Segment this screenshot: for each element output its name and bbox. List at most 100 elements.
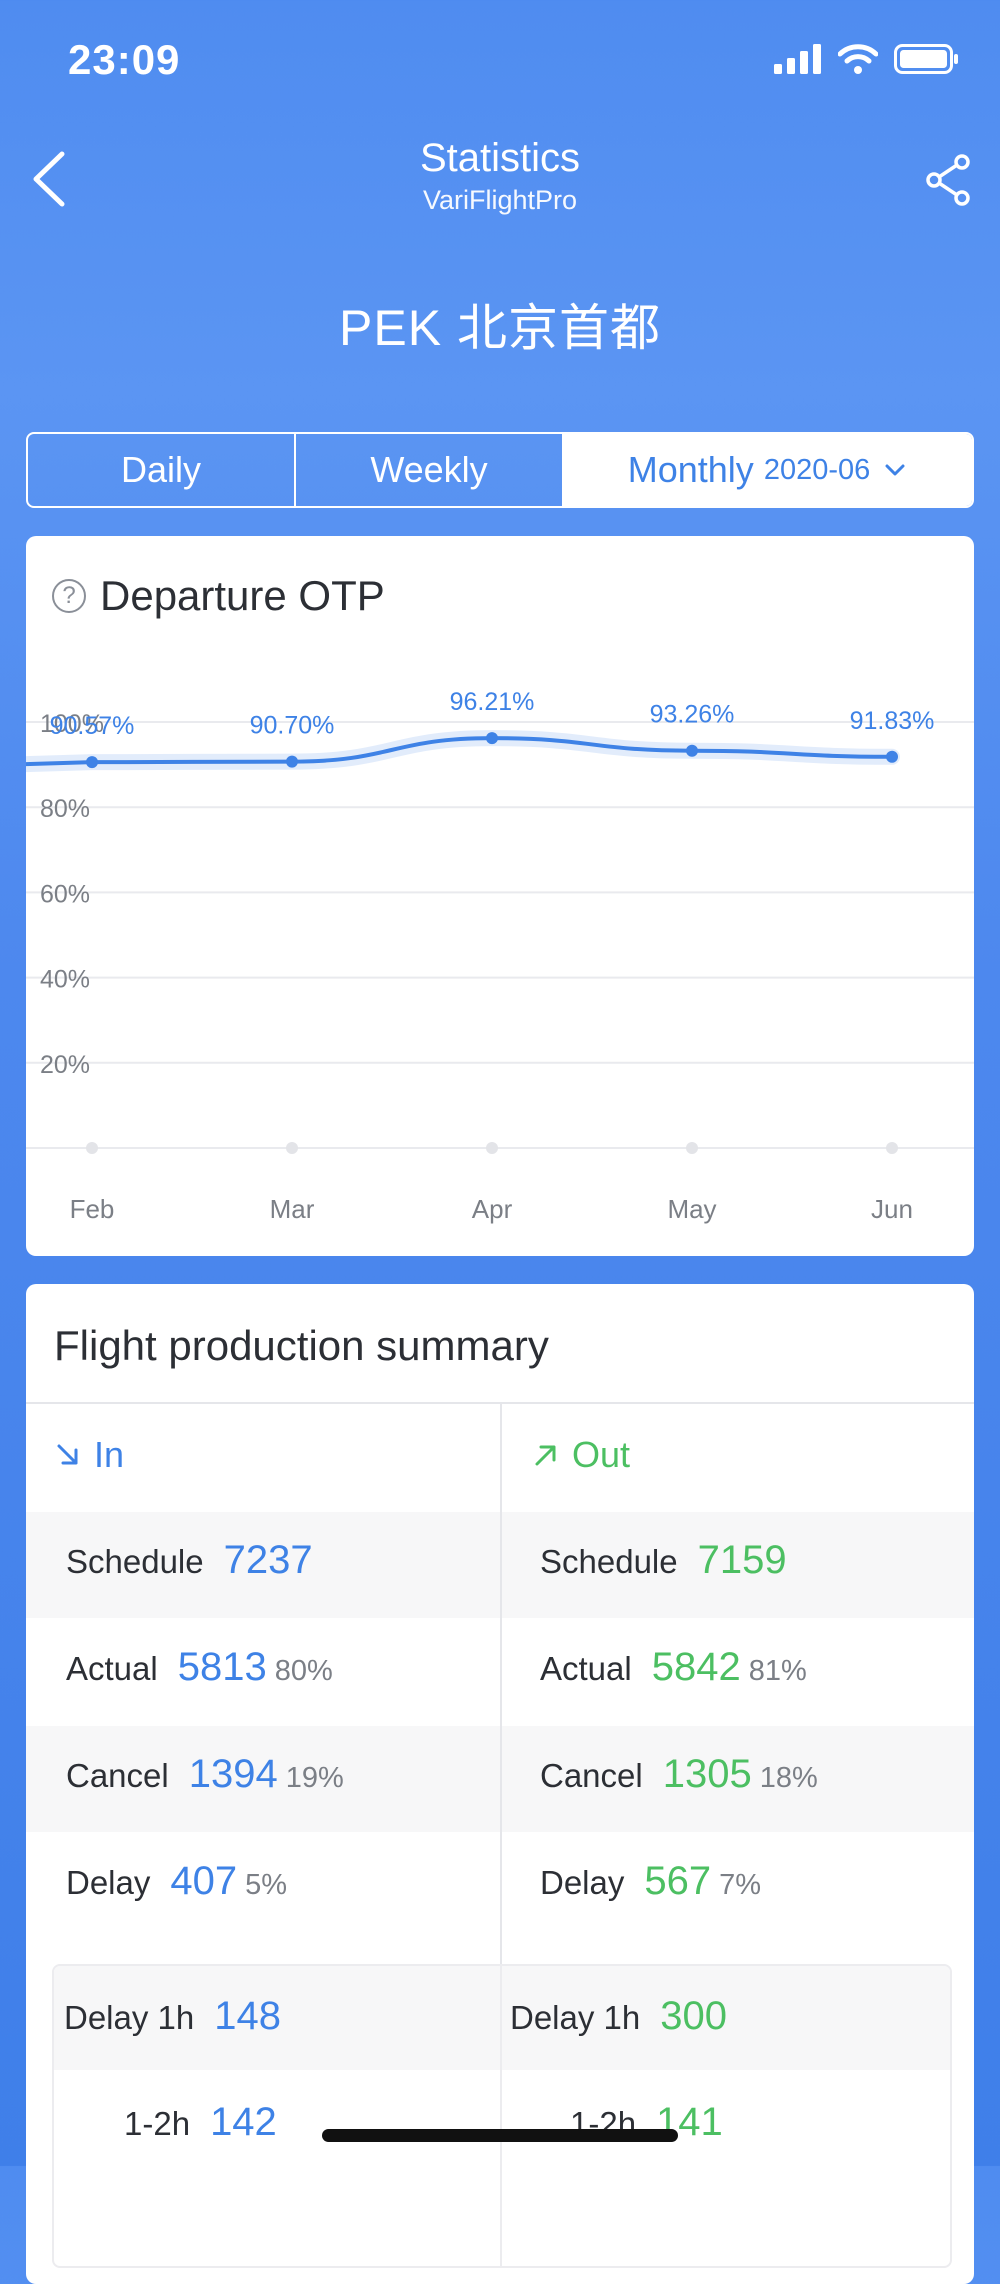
x-tick-label: May [667, 1194, 716, 1224]
stat-label: Delay [540, 1864, 625, 1901]
y-tick-label: 20% [40, 1051, 90, 1079]
stat-value: 7237 [223, 1538, 313, 1582]
in-delay-1-2h-stat: 1-2h 142 [124, 2100, 277, 2145]
status-bar: 23:09 [0, 0, 1000, 110]
stat-label: Cancel [540, 1757, 643, 1794]
data-label: 93.26% [650, 701, 735, 729]
x-axis-marker [486, 1142, 498, 1154]
data-label: 91.83% [850, 707, 935, 735]
stat-value: 7159 [697, 1538, 787, 1582]
x-axis-marker [86, 1142, 98, 1154]
delay-breakdown-table: Delay 1h 148 1-2h 142 Delay 1h 300 1-2h … [52, 1964, 952, 2268]
summary-title: Flight production summary [54, 1322, 549, 1369]
stat-label: Cancel [66, 1757, 169, 1794]
share-button[interactable] [918, 150, 978, 210]
question-circle-icon[interactable]: ? [52, 579, 86, 613]
column-divider [500, 1404, 502, 2222]
stat-label: Schedule [540, 1543, 678, 1580]
row-background [54, 1966, 950, 2070]
stat-label: Actual [66, 1650, 158, 1687]
in-cancel-stat: Cancel 1394 19% [66, 1752, 344, 1797]
data-point [286, 755, 298, 768]
out-delay-1h-stat: Delay 1h 300 [510, 1994, 727, 2039]
otp-title-row: ? Departure OTP [52, 572, 385, 620]
tab-weekly[interactable]: Weekly [296, 434, 564, 506]
stat-value: 5842 [651, 1645, 741, 1689]
x-tick-label: Feb [70, 1194, 115, 1224]
out-schedule-stat: Schedule 7159 [540, 1538, 787, 1583]
in-label: In [94, 1434, 125, 1475]
stat-percent: 81% [748, 1655, 807, 1687]
data-label: 90.70% [250, 712, 335, 740]
stat-value: 148 [214, 1994, 281, 2038]
airport-name: PEK 北京首都 [339, 300, 661, 356]
x-tick-label: Mar [270, 1194, 315, 1224]
in-actual-stat: Actual 5813 80% [66, 1645, 333, 1690]
stat-label: Delay 1h [64, 1999, 195, 2036]
summary-divider [26, 1402, 974, 1404]
in-schedule-stat: Schedule 7237 [66, 1538, 313, 1583]
y-tick-label: 60% [40, 880, 90, 908]
tab-monthly-label: Monthly [627, 449, 754, 490]
arrow-down-right-icon [57, 1444, 78, 1465]
in-header: In [54, 1434, 124, 1476]
y-tick-label: 100% [40, 710, 104, 738]
stat-percent: 80% [274, 1655, 333, 1687]
stat-label: Actual [540, 1650, 632, 1687]
stat-value: 1394 [188, 1752, 278, 1796]
month-selector-value: 2020-06 [763, 453, 871, 486]
data-point [486, 732, 498, 745]
otp-line-chart: 20% 40% 60% 80% 100%90.57% Feb 90.70% Mar 96.21%… [26, 688, 974, 1224]
stat-label: 1-2h [124, 2105, 191, 2142]
flight-production-summary-card: Flight production summary In Out Schedul… [26, 1284, 974, 2284]
wifi-icon [838, 44, 878, 74]
chevron-left-icon [33, 151, 65, 207]
departure-otp-card: ? Departure OTP 20% 40% 60% 80% 100% 90.57% Fe… [26, 536, 974, 1256]
tab-daily-label: Daily [120, 449, 201, 490]
x-tick-label: Apr [472, 1194, 513, 1224]
page-subtitle: VariFlightPro [422, 185, 578, 215]
stat-percent: 7% [719, 1869, 762, 1901]
status-time: 23:09 [68, 36, 181, 83]
x-axis-marker [686, 1142, 698, 1154]
status-icons [774, 44, 960, 74]
cellular-signal-icon [774, 44, 821, 74]
stat-label: Schedule [66, 1543, 204, 1580]
x-axis-marker [286, 1142, 298, 1154]
share-icon [926, 154, 970, 206]
stat-value: 142 [210, 2100, 277, 2144]
y-tick-label: 40% [40, 966, 90, 994]
x-tick-label: Jun [871, 1194, 913, 1224]
data-point [886, 750, 898, 763]
out-header: Out [532, 1434, 630, 1476]
stat-label: Delay [66, 1864, 151, 1901]
data-label: 96.21% [450, 688, 535, 716]
stat-value: 5813 [177, 1645, 267, 1689]
tab-daily[interactable]: Daily [28, 434, 296, 506]
out-delay-stat: Delay 567 7% [540, 1859, 761, 1904]
navigation-bar: Statistics VariFlightPro [0, 130, 1000, 240]
back-button[interactable] [22, 144, 82, 214]
out-actual-stat: Actual 5842 81% [540, 1645, 807, 1690]
stat-value: 567 [644, 1859, 712, 1903]
battery-icon [894, 44, 958, 74]
data-point [686, 744, 698, 757]
period-segmented-control: Daily Weekly Monthly 2020-06 [26, 432, 974, 508]
tab-weekly-label: Weekly [370, 449, 488, 490]
stat-percent: 5% [245, 1869, 288, 1901]
tab-monthly[interactable]: Monthly 2020-06 [564, 434, 972, 506]
page-title: Statistics [419, 136, 581, 180]
stat-percent: 18% [759, 1762, 818, 1794]
stat-value: 1305 [662, 1752, 752, 1796]
in-delay-1h-stat: Delay 1h 148 [64, 1994, 281, 2039]
stat-percent: 19% [285, 1762, 344, 1794]
column-divider [500, 1966, 502, 2266]
data-point [86, 756, 98, 769]
out-cancel-stat: Cancel 1305 18% [540, 1752, 818, 1797]
chevron-down-icon [885, 464, 905, 476]
home-indicator[interactable] [322, 2129, 678, 2142]
out-label: Out [572, 1434, 631, 1475]
x-axis-marker [886, 1142, 898, 1154]
stat-value: 300 [660, 1994, 727, 2038]
otp-title: Departure OTP [100, 572, 385, 619]
